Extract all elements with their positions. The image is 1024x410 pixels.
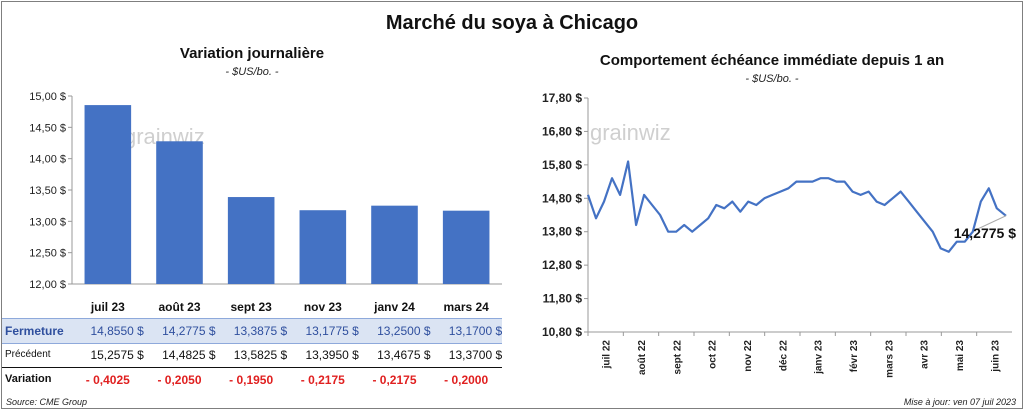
table-cell: - 0,1950 (229, 373, 274, 387)
price-line (586, 160, 1007, 253)
y-tick-label: 11,80 $ (543, 292, 583, 306)
x-tick-label: mai 23 (955, 340, 966, 372)
table-cell: 13,2500 $ (377, 324, 431, 338)
page-title: Marché du soya à Chicago (385, 12, 639, 34)
bar-chart-subtitle: - $US/bo. - (225, 66, 279, 78)
x-category-label: juil 23 (90, 300, 125, 314)
row-label: Fermeture (5, 324, 64, 338)
update-note: Mise à jour: ven 07 juil 2023 (903, 397, 1016, 407)
table-row-precedent: Précédent 15,2575 $ 14,4825 $ 13,5825 $ 13,… (2, 343, 502, 368)
x-category-label: sept 23 (230, 300, 272, 314)
bar (156, 141, 203, 284)
y-tick-label: 15,00 $ (29, 91, 66, 103)
y-tick-label: 10,80 $ (542, 325, 582, 339)
table-cell: - 0,2050 (157, 373, 202, 387)
table-cell: 14,4825 $ (162, 348, 216, 362)
table-cell: - 0,4025 (85, 373, 130, 387)
y-tick-label: 12,50 $ (29, 248, 66, 260)
x-tick-label: juil 22 (602, 340, 613, 370)
table-cell: 13,1775 $ (305, 324, 359, 338)
x-tick-label: déc 22 (778, 340, 789, 372)
table-cell: 13,3700 $ (448, 348, 503, 362)
y-tick-label: 17,80 $ (542, 91, 582, 105)
last-value-leader (975, 215, 1007, 231)
last-value-label: 14,2775 $ (954, 225, 1016, 241)
x-category-label: août 23 (158, 300, 200, 314)
x-tick-label: juin 23 (990, 340, 1001, 373)
table-cell: - 0,2175 (372, 373, 417, 387)
x-tick-label: sept 22 (672, 340, 683, 375)
x-tick-label: janv 23 (814, 340, 825, 375)
line-chart-subtitle: - $US/bo. - (745, 73, 799, 85)
x-tick-label: mars 23 (884, 340, 895, 378)
bar (227, 197, 275, 284)
table-row-variation: Variation - 0,4025 - 0,2050 - 0,1950 - 0,21… (2, 368, 502, 392)
table-cell: 13,3875 $ (233, 324, 288, 338)
y-tick-label: 16,80 $ (542, 124, 582, 138)
bar (371, 205, 418, 284)
y-tick-label: 13,50 $ (29, 185, 66, 197)
y-tick-label: 14,80 $ (542, 191, 582, 205)
x-tick-label: févr 23 (849, 340, 860, 373)
table-cell: 13,4675 $ (377, 348, 431, 362)
line-chart-title: Comportement échéance immédiate depuis 1… (599, 52, 945, 69)
table-cell: 13,3950 $ (305, 348, 359, 362)
table-cell: 13,5825 $ (233, 348, 288, 362)
table-row-fermeture: Fermeture 14,8550 $ 14,2775 $ 13,3875 $ 13,… (2, 318, 502, 344)
bar (299, 210, 347, 284)
x-tick-label: oct 22 (708, 340, 719, 369)
x-tick-label: avr 23 (920, 340, 931, 369)
bar (442, 210, 490, 284)
y-tick-label: 15,80 $ (542, 158, 582, 172)
table-cell: 15,2575 $ (90, 348, 144, 362)
row-label: Précédent (5, 349, 51, 360)
y-tick-label: 12,80 $ (542, 258, 582, 272)
table-cell: - 0,2000 (444, 373, 489, 387)
source-note: Source: CME Group (6, 397, 88, 407)
table-cell: - 0,2175 (300, 373, 345, 387)
x-category-label: mars 24 (443, 300, 489, 314)
table-cell: 13,1700 $ (448, 324, 503, 338)
y-tick-label: 14,00 $ (29, 154, 66, 166)
y-tick-label: 13,80 $ (542, 225, 582, 239)
row-label: Variation (5, 373, 52, 385)
x-category-label: janv 24 (373, 300, 415, 314)
line-chart: grainwiz 17,80 $ 16,80 $ 15,80 $ 14,80 $ 13,8… (542, 91, 1016, 378)
x-tick-label: nov 22 (743, 340, 754, 372)
y-tick-label: 12,00 $ (29, 279, 66, 291)
table-cell: 14,2775 $ (162, 324, 216, 338)
bar (84, 105, 132, 284)
table-cell: 14,8550 $ (90, 324, 144, 338)
x-tick-label: août 22 (637, 340, 648, 375)
bar-chart-title: Variation journalière (179, 45, 325, 62)
x-category-label: nov 23 (304, 300, 342, 314)
watermark-text: grainwiz (590, 120, 671, 145)
y-tick-label: 14,50 $ (29, 122, 66, 134)
y-tick-label: 13,00 $ (29, 216, 66, 228)
